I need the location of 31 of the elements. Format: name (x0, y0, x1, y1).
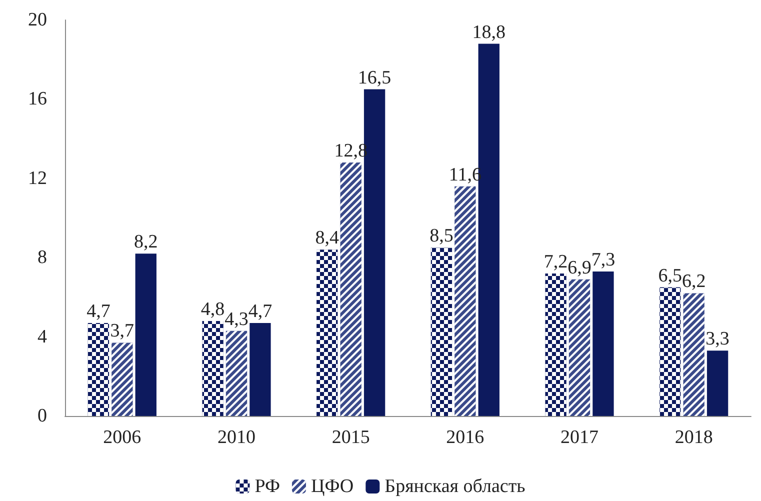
x-tick-label: 2006 (103, 427, 142, 448)
data-label: 7,3 (591, 249, 616, 270)
legend-label: Брянская область (384, 476, 526, 497)
y-tick-label: 4 (38, 326, 48, 348)
data-label: 3,7 (110, 320, 134, 342)
x-tick-label: 2010 (218, 427, 256, 448)
data-label: 4,8 (200, 298, 225, 320)
data-label: 7,2 (544, 251, 568, 272)
x-tick-label: 2018 (674, 427, 713, 448)
y-tick-label: 0 (38, 406, 47, 426)
data-label: 18,8 (472, 22, 506, 43)
data-label: 16,5 (358, 67, 392, 88)
legend-label: РФ (254, 476, 280, 497)
y-tick-label: 12 (28, 168, 47, 189)
x-tick-label: 2015 (332, 427, 370, 448)
y-tick-label: 16 (28, 88, 47, 110)
data-label: 8,2 (134, 232, 158, 253)
data-label: 6,5 (658, 265, 682, 286)
legend-label: ЦФО (310, 476, 354, 497)
data-label: 4,7 (248, 300, 272, 322)
y-tick-label: 8 (38, 247, 47, 268)
data-label: 6,2 (682, 271, 706, 292)
data-label: 8,5 (430, 226, 454, 247)
x-tick-label: 2017 (560, 427, 598, 448)
x-tick-label: 2016 (446, 427, 484, 448)
data-label: 3,3 (706, 328, 730, 350)
data-label: 4,7 (86, 300, 110, 322)
data-label: 8,4 (315, 228, 340, 249)
y-tick-label: 20 (28, 10, 47, 30)
data-label: 4,3 (224, 308, 248, 330)
data-label: 6,9 (568, 257, 592, 278)
